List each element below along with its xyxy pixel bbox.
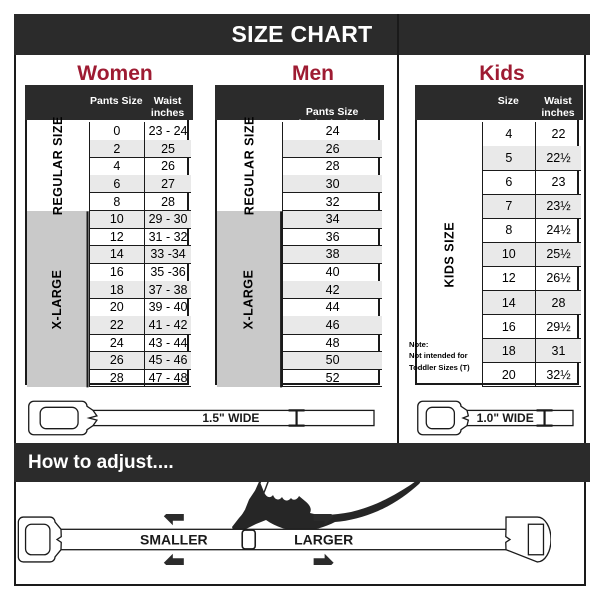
svg-text:1.5" WIDE: 1.5" WIDE xyxy=(202,411,259,425)
svg-text:SMALLER: SMALLER xyxy=(140,532,208,548)
svg-text:LARGER: LARGER xyxy=(294,532,353,548)
svg-text:1.0" WIDE: 1.0" WIDE xyxy=(477,411,534,425)
